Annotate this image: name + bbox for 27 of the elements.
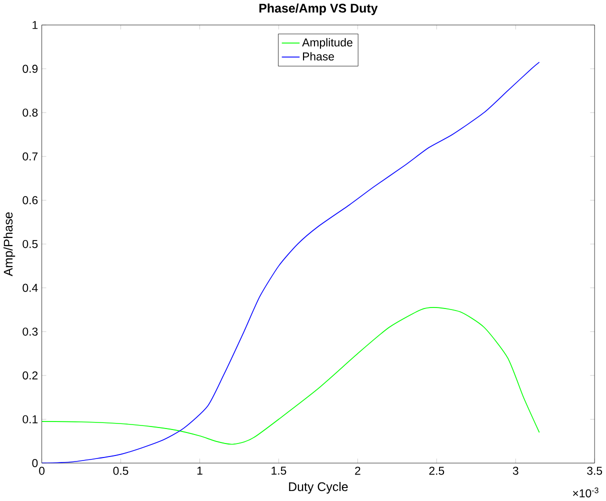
- x-tick-label: 1.5: [272, 466, 286, 475]
- line-series: [42, 62, 540, 464]
- y-tick-label: 1: [32, 21, 38, 30]
- y-tick-label: 0.6: [22, 196, 38, 204]
- chart-title: Phase/Amp VS Duty: [259, 4, 378, 16]
- x-tick-label: 2.5: [429, 466, 444, 475]
- x-tick-label: 1: [197, 466, 202, 475]
- y-tick-label: 0.8: [22, 108, 38, 117]
- y-tick-label: 0.3: [22, 328, 38, 336]
- legend-label: Phase: [303, 52, 334, 61]
- x-tick-label: 2: [355, 466, 360, 475]
- y-tick-label: 0.2: [22, 372, 38, 380]
- y-tick-label: 0.5: [22, 240, 38, 248]
- x-axis-title: Duty Cycle: [289, 482, 348, 494]
- text: ×10$^{-3}$: [573, 488, 598, 498]
- y-tick-label: 0.1: [22, 415, 38, 424]
- y-tick-label: 0: [32, 459, 38, 468]
- x-tick-label: 0.5: [113, 466, 128, 475]
- x-tick-label: 0: [39, 466, 45, 475]
- y-axis-title: Amp/Phase: [3, 212, 16, 276]
- legend-label: Amplitude: [302, 38, 352, 49]
- line-series: [42, 307, 540, 445]
- x-tick-label: 3: [512, 466, 518, 475]
- x-tick-label: 3.5: [587, 466, 602, 475]
- y-tick-label: 0.9: [22, 64, 38, 73]
- y-tick-label: 0.7: [22, 152, 38, 161]
- y-tick-label: 0.4: [22, 284, 38, 292]
